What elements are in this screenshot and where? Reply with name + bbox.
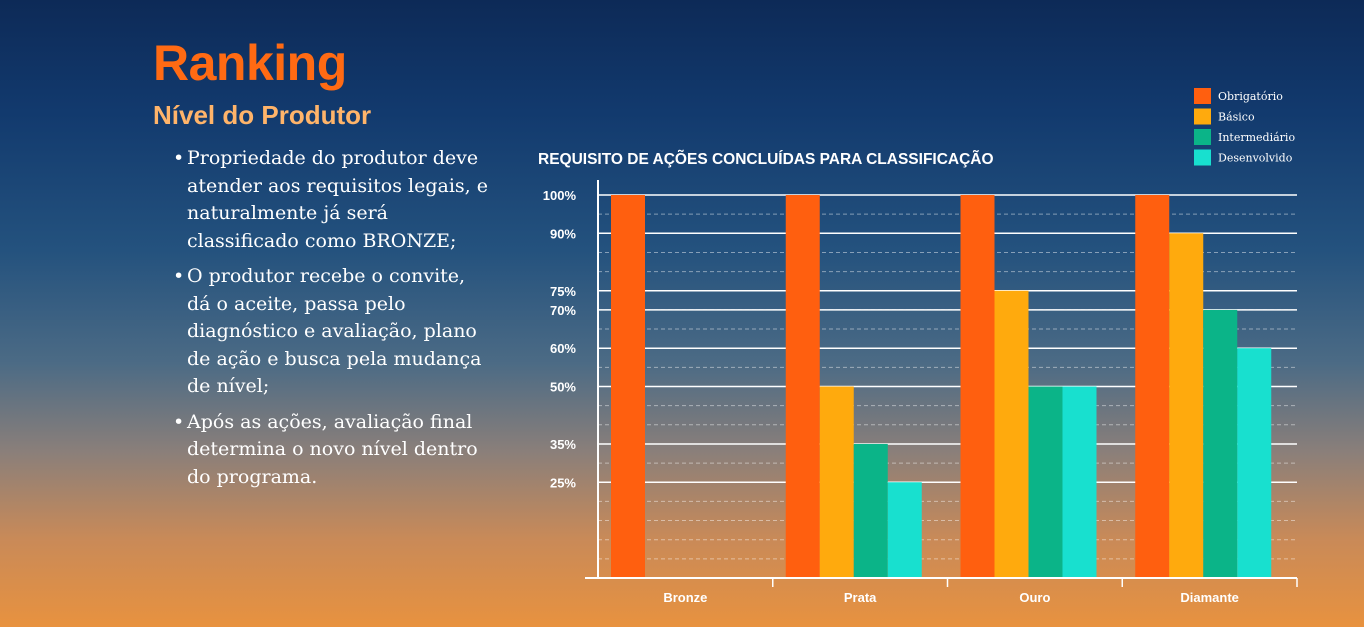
page-title: Ranking (153, 35, 347, 91)
x-tick-label: Ouro (1019, 590, 1050, 605)
y-tick-label: 75% (550, 284, 576, 299)
chart-title: REQUISITO DE AÇÕES CONCLUÍDAS PARA CLASS… (538, 150, 994, 168)
legend-label: Obrigatório (1218, 90, 1283, 103)
bullet-list: Propriedade do produtor deve atender aos… (173, 145, 493, 499)
legend: Obrigatório Básico Intermediário Desenvolvi… (1194, 88, 1295, 166)
bar (994, 290, 1029, 578)
legend-swatch (1194, 149, 1211, 166)
legend-label: Intermediário (1218, 131, 1295, 144)
y-tick-label: 100% (543, 188, 577, 203)
x-tick-label: Prata (844, 590, 877, 605)
legend-swatch (1194, 88, 1211, 104)
bar (1062, 386, 1097, 578)
y-tick-label: 50% (550, 380, 576, 395)
page-subtitle: Nível do Produtor (153, 100, 372, 130)
bar (819, 386, 854, 578)
bar (960, 195, 995, 578)
x-tick-label: Bronze (663, 590, 707, 605)
bar (1237, 348, 1272, 578)
legend-label: Desenvolvido (1218, 152, 1293, 165)
bars (611, 195, 1272, 579)
bar (611, 195, 645, 578)
bar (1169, 233, 1204, 579)
bar (853, 443, 888, 578)
bullet-item: Propriedade do produtor deve atender aos… (173, 145, 493, 255)
x-tick-label: Diamante (1180, 590, 1239, 605)
bar (1028, 386, 1063, 578)
bar (785, 195, 820, 578)
y-tick-label: 70% (550, 303, 576, 318)
y-tick-label: 35% (550, 437, 576, 452)
bullet-item: O produtor recebe o convite, dá o aceite… (173, 263, 493, 401)
legend-label: Básico (1218, 111, 1255, 124)
legend-swatch (1194, 129, 1211, 145)
y-tick-label: 25% (550, 475, 576, 490)
axes: 100% 90% 75% 70% 60% 50% 35% 25% Bronze Prata Ouro… (543, 180, 1298, 605)
bullet-item: Após as ações, avaliação final determina… (173, 409, 493, 492)
bar (1203, 309, 1238, 578)
bar (887, 482, 922, 578)
y-tick-label: 60% (550, 341, 576, 356)
bar (1135, 195, 1170, 578)
y-tick-label: 90% (550, 226, 576, 241)
legend-swatch (1194, 108, 1211, 125)
